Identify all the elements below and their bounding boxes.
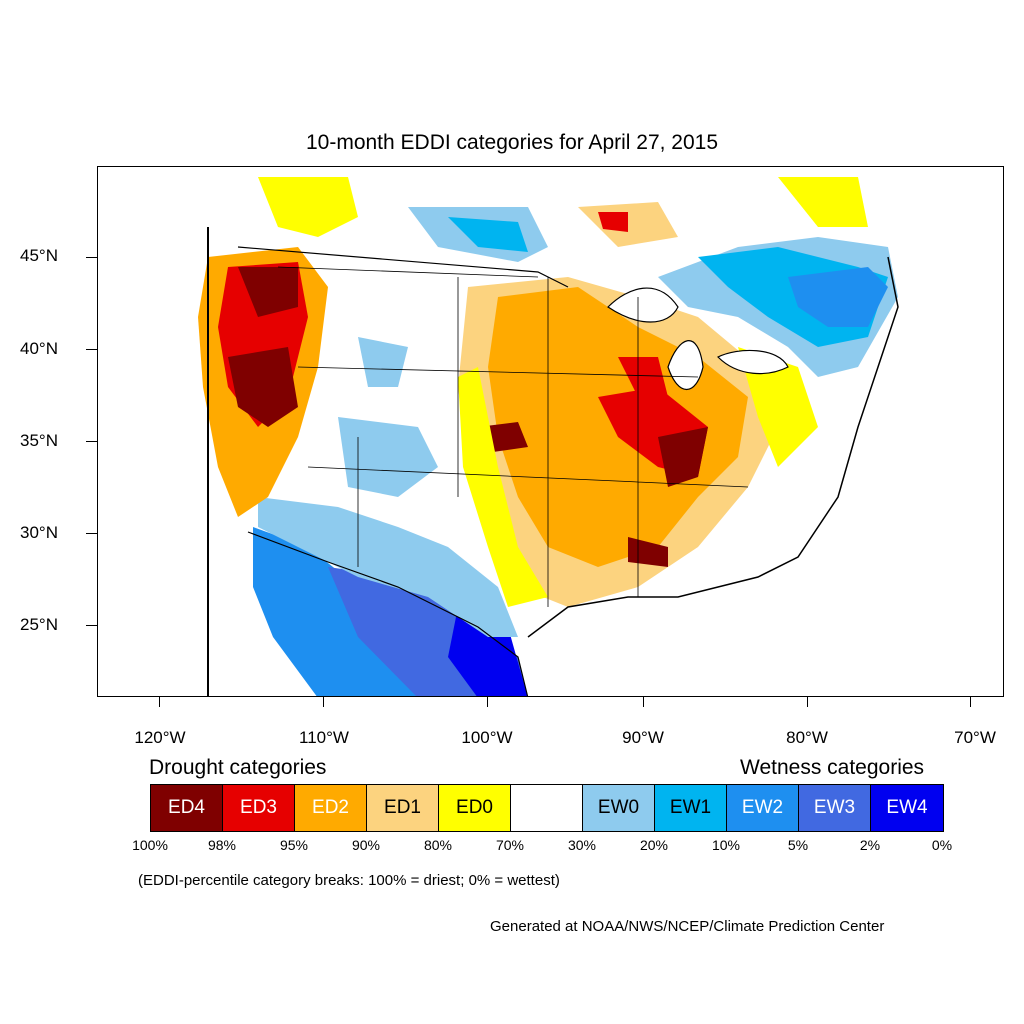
legend-swatch-neutral: [511, 785, 583, 831]
lon-label-80: 80°W: [786, 728, 828, 747]
legend-swatch-ed4: ED4: [151, 785, 223, 831]
lon-label-70: 70°W: [954, 728, 996, 747]
lat-label-45: 45°N: [20, 246, 58, 265]
map-title: 10-month EDDI categories for April 27, 2…: [305, 131, 719, 154]
eddi-map-graphic: [98, 167, 1003, 696]
lat-tick: [86, 441, 97, 442]
lon-tick: [807, 697, 808, 707]
lon-tick: [643, 697, 644, 707]
legend-break-label: 5%: [787, 837, 809, 853]
legend-break-label: 70%: [495, 837, 525, 853]
lat-label-30: 30°N: [20, 523, 58, 542]
legend-break-label: 30%: [567, 837, 597, 853]
lat-label-35: 35°N: [20, 431, 58, 450]
legend-swatch-ew1: EW1: [655, 785, 727, 831]
lat-label-25: 25°N: [20, 615, 58, 634]
lon-tick: [970, 697, 971, 707]
legend-swatch-ed2: ED2: [295, 785, 367, 831]
lat-tick: [86, 257, 97, 258]
lat-tick: [86, 349, 97, 350]
legend-swatch-ew3: EW3: [799, 785, 871, 831]
legend-break-label: 80%: [423, 837, 453, 853]
lon-label-100: 100°W: [461, 728, 513, 747]
legend-swatch-ew2: EW2: [727, 785, 799, 831]
legend-swatch-ed3: ED3: [223, 785, 295, 831]
legend-break-label: 2%: [859, 837, 881, 853]
legend-break-label: 20%: [639, 837, 669, 853]
legend-swatch-ed1: ED1: [367, 785, 439, 831]
lon-tick: [323, 697, 324, 707]
drought-categories-heading: Drought categories: [149, 756, 327, 779]
legend-break-label: 10%: [711, 837, 741, 853]
credit-text: Generated at NOAA/NWS/NCEP/Climate Predi…: [490, 918, 885, 935]
legend-color-bar: ED4 ED3 ED2 ED1 ED0 EW0 EW1 EW2 EW3 EW4: [150, 784, 944, 832]
lon-label-90: 90°W: [622, 728, 664, 747]
lat-tick: [86, 533, 97, 534]
category-breaks-note: (EDDI-percentile category breaks: 100% =…: [138, 872, 560, 889]
legend-break-label: 95%: [279, 837, 309, 853]
legend-break-label: 100%: [132, 837, 168, 853]
eddi-map: [97, 166, 1004, 697]
lon-tick: [487, 697, 488, 707]
lon-label-120: 120°W: [134, 728, 186, 747]
legend-break-label: 0%: [931, 837, 953, 853]
legend-break-label: 90%: [351, 837, 381, 853]
legend-swatch-ew0: EW0: [583, 785, 655, 831]
lon-tick: [159, 697, 160, 707]
legend-swatch-ew4: EW4: [871, 785, 943, 831]
legend-break-label: 98%: [207, 837, 237, 853]
wetness-categories-heading: Wetness categories: [740, 756, 925, 779]
legend-swatch-ed0: ED0: [439, 785, 511, 831]
lon-label-110: 110°W: [299, 728, 349, 747]
lat-label-40: 40°N: [20, 339, 58, 358]
lat-tick: [86, 625, 97, 626]
